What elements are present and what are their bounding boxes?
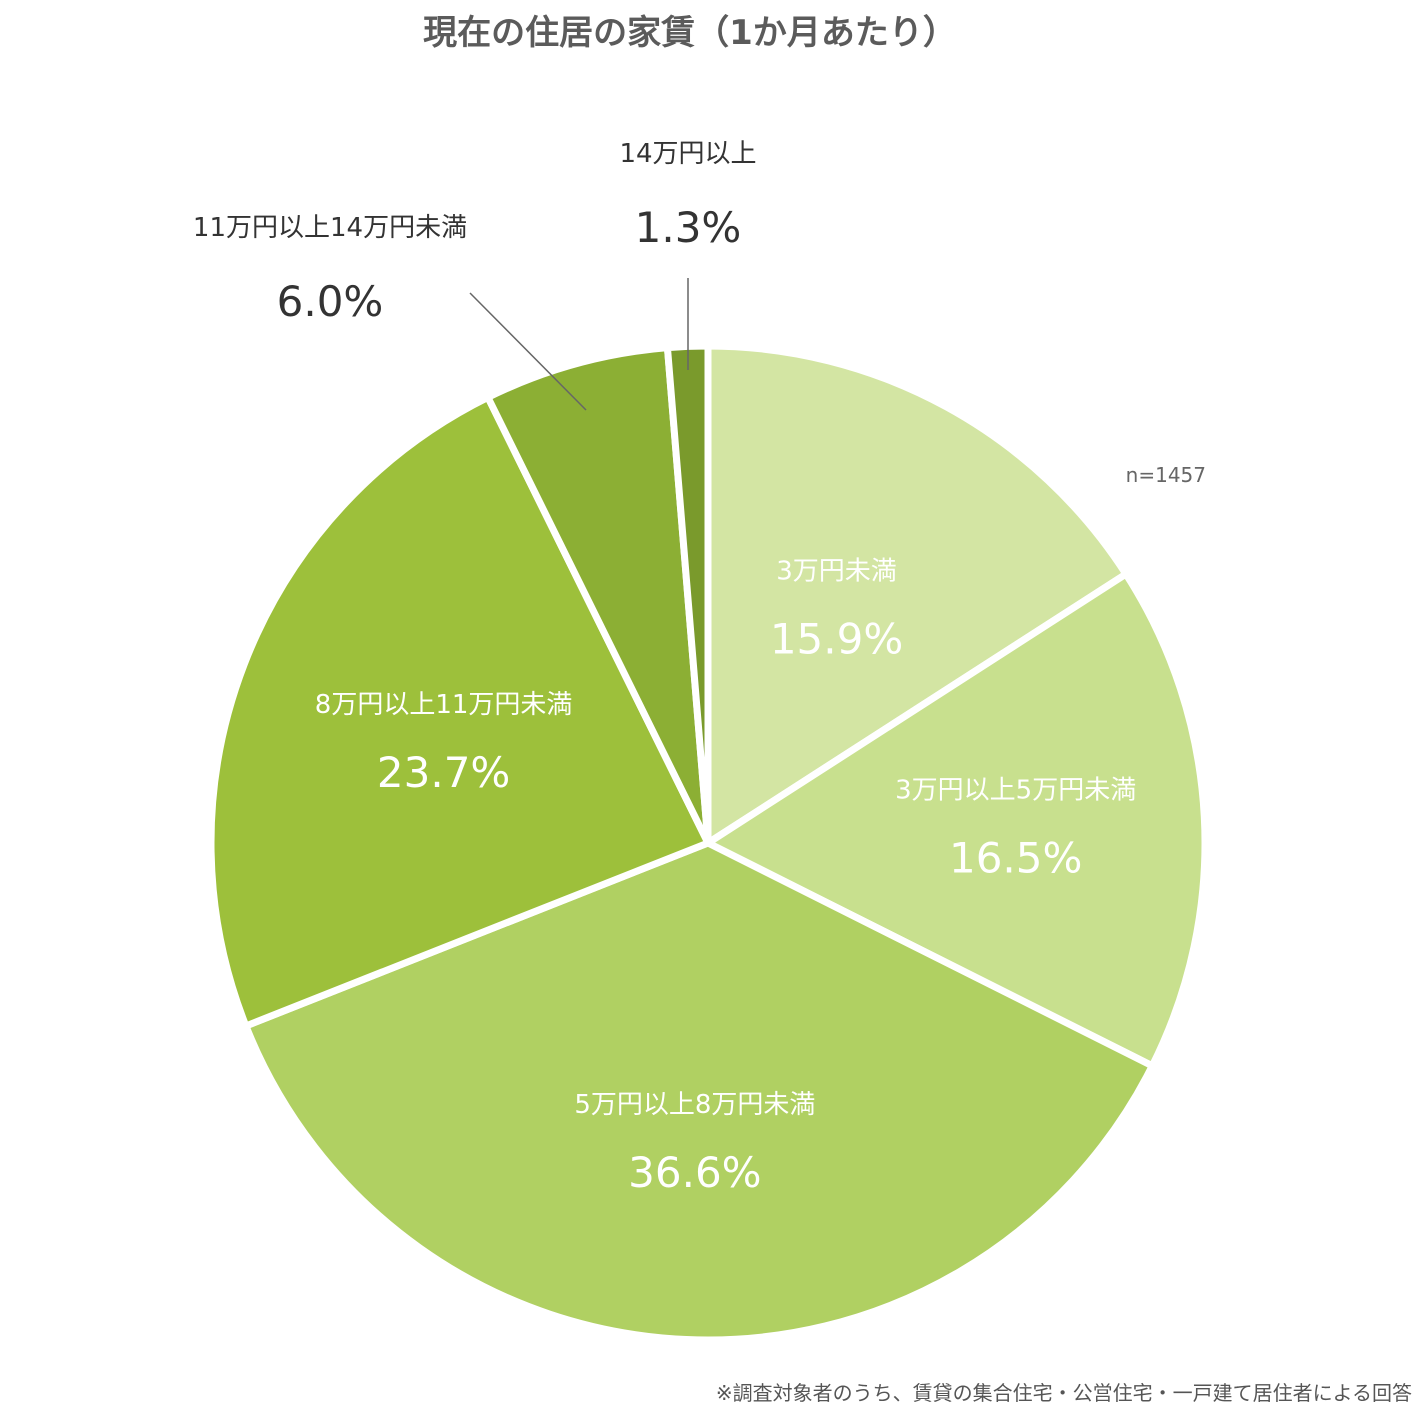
leader-lines <box>469 278 689 411</box>
slice-5-value: 6.0% <box>277 277 384 326</box>
slice-1-value: 15.9% <box>770 614 903 663</box>
slice-5-label: 11万円以上14万円未満 <box>193 213 467 243</box>
chart-title: 現在の住居の家賃（1か月あたり） <box>423 13 957 53</box>
slice-5 <box>483 343 712 845</box>
sample-size-label: n=1457 <box>1126 463 1206 487</box>
slice-2 <box>700 569 1209 1071</box>
slice-3-value: 36.6% <box>628 1148 761 1197</box>
slice-2-value: 16.5% <box>949 834 1082 883</box>
slice-5-leader-line <box>469 292 587 411</box>
slice-1 <box>704 342 1131 850</box>
slice-4 <box>207 392 713 1031</box>
slice-6-label: 14万円以上 <box>619 139 756 169</box>
slice-3 <box>241 839 1157 1344</box>
slice-3-label: 5万円以上8万円未満 <box>574 1090 815 1120</box>
pie-slices <box>207 342 1209 1344</box>
slice-6-value: 1.3% <box>635 203 742 252</box>
slice-4-value: 23.7% <box>377 748 510 797</box>
footnote: ※調査対象者のうち、賃貸の集合住宅・公営住宅・一戸建て居住者による回答 <box>716 1381 1412 1405</box>
slice-labels: 3万円未満 15.9% 3万円以上5万円未満 16.5% 5万円以上8万円未満 36.6%… <box>193 139 1136 1197</box>
slice-4-label: 8万円以上11万円未満 <box>315 690 573 720</box>
slice-1-label: 3万円未満 <box>776 556 897 586</box>
slice-2-label: 3万円以上5万円未満 <box>895 776 1136 806</box>
